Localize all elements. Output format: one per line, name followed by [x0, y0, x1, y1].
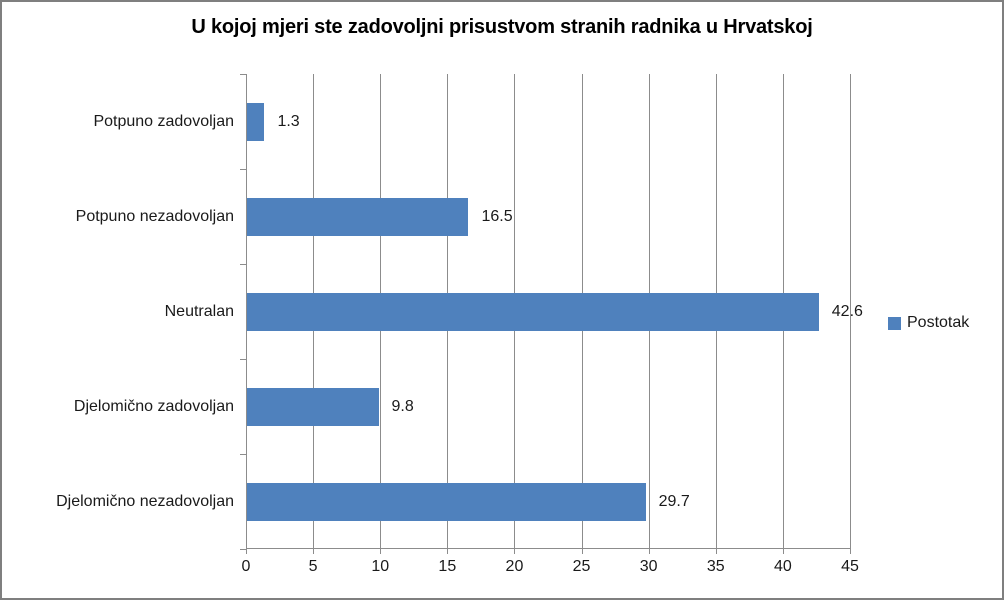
bar: [247, 292, 819, 331]
chart-title: U kojoj mjeri ste zadovoljni prisustvom …: [191, 16, 813, 38]
x-tick-label: 35: [706, 558, 725, 575]
bar: [247, 387, 379, 426]
x-axis-tick-mark: [850, 549, 851, 554]
value-label: 16.5: [481, 207, 513, 225]
bar-row: 9.8: [247, 359, 851, 454]
x-tick-label: 20: [505, 558, 524, 575]
x-tick-label: 10: [371, 558, 390, 575]
legend-label: Postotak: [907, 314, 970, 331]
x-tick-label: 15: [438, 558, 457, 575]
x-tick-label: 5: [308, 558, 318, 575]
x-axis-tick-mark: [514, 549, 516, 554]
bar: [247, 102, 265, 141]
x-axis-tick-mark: [581, 549, 583, 554]
x-axis-line: [246, 548, 850, 549]
y-axis-tick-mark: [240, 264, 246, 265]
value-label: 29.7: [658, 492, 690, 510]
value-label: 9.8: [391, 397, 414, 415]
x-axis-tick-mark: [447, 549, 449, 554]
bar-row: 1.3: [247, 74, 851, 169]
x-tick-label: 0: [241, 558, 251, 575]
y-axis-tick-mark: [240, 74, 246, 75]
legend: Postotak: [888, 314, 969, 332]
plot-area: 1.3 16.5 42.6 9.8 29.7: [240, 74, 863, 554]
category-label: Potpuno nezadovoljan: [75, 207, 234, 225]
x-tick-label: 45: [841, 558, 859, 575]
y-axis-category-labels: Potpuno zadovoljan Potpuno nezadovoljan Ne…: [2, 74, 234, 549]
category-label: Djelomično nezadovoljan: [56, 492, 234, 510]
x-axis-tick-mark: [782, 549, 784, 554]
x-axis-tick-labels: 0 5 10 15 20 25 30 35 40 45: [242, 558, 859, 578]
gridline: [850, 74, 851, 549]
x-axis-tick-mark: [313, 549, 315, 554]
category-label: Potpuno zadovoljan: [93, 112, 234, 130]
value-label: 1.3: [277, 112, 300, 130]
bar-row: 29.7: [247, 454, 851, 549]
x-axis-tick-mark: [246, 549, 247, 554]
x-tick-label: 30: [639, 558, 658, 575]
y-axis-tick-mark: [240, 454, 246, 455]
bar: [247, 482, 646, 521]
bar: [247, 197, 469, 236]
value-label: 42.6: [831, 302, 863, 320]
y-axis-tick-mark: [240, 549, 246, 550]
x-axis-tick-mark: [715, 549, 717, 554]
category-label: Neutralan: [164, 302, 234, 320]
bar-row: 42.6: [247, 264, 863, 359]
x-axis-tick-mark: [380, 549, 382, 554]
x-tick-label: 40: [773, 558, 792, 575]
x-axis-tick-mark: [648, 549, 650, 554]
y-axis-tick-mark: [240, 169, 246, 170]
y-axis-line: [246, 74, 247, 549]
category-label: Djelomično zadovoljan: [73, 397, 234, 415]
legend-swatch: [888, 316, 901, 330]
bar-row: 16.5: [247, 169, 851, 264]
x-tick-label: 25: [572, 558, 591, 575]
y-axis-tick-mark: [240, 359, 246, 360]
